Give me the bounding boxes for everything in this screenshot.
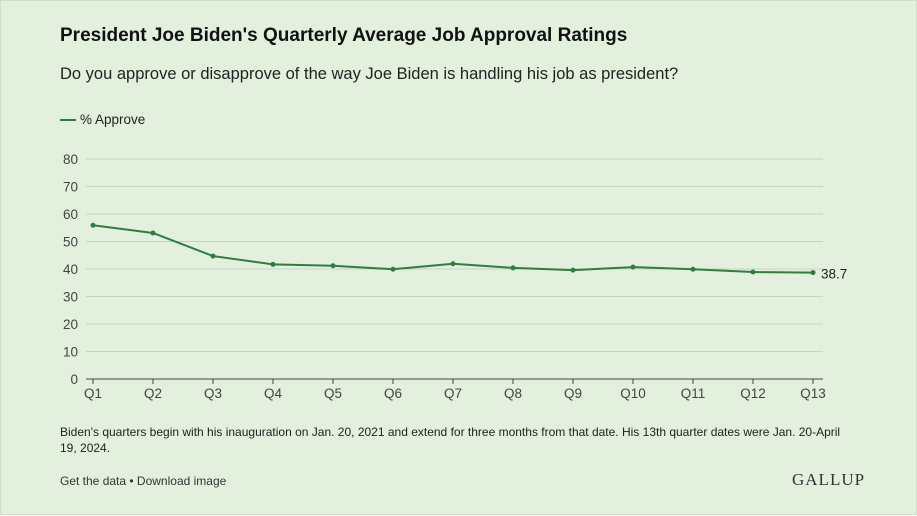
y-tick-label: 30	[63, 290, 78, 305]
get-data-link[interactable]: Get the data	[60, 474, 127, 488]
data-point	[690, 266, 696, 272]
x-tick-label: Q12	[740, 386, 766, 401]
x-tick-label: Q10	[620, 386, 646, 401]
x-tick-label: Q7	[444, 386, 462, 401]
data-point	[150, 230, 156, 236]
data-point	[630, 264, 636, 270]
data-point	[510, 265, 516, 271]
data-point	[450, 261, 456, 267]
x-tick-label: Q9	[564, 386, 582, 401]
data-point	[330, 263, 336, 269]
download-image-link[interactable]: Download image	[136, 474, 227, 488]
y-tick-label: 10	[63, 345, 78, 360]
legend: % Approve	[60, 112, 145, 127]
data-point	[750, 269, 756, 275]
data-point	[210, 253, 216, 259]
x-tick-label: Q4	[264, 386, 283, 401]
data-point	[90, 222, 96, 228]
legend-swatch	[60, 118, 76, 121]
legend-label: % Approve	[80, 112, 146, 127]
y-tick-label: 0	[70, 372, 78, 387]
y-tick-label: 80	[63, 152, 78, 167]
y-tick-label: 20	[63, 317, 78, 332]
x-tick-label: Q2	[144, 386, 162, 401]
y-tick-label: 60	[63, 207, 78, 222]
end-value-label: 38.7	[821, 267, 847, 282]
footer-links: Get the data • Download image	[60, 474, 226, 488]
x-tick-label: Q3	[204, 386, 222, 401]
x-tick-label: Q11	[681, 386, 706, 401]
chart-subtitle: Do you approve or disapprove of the way …	[60, 65, 679, 83]
data-point	[390, 266, 396, 272]
y-tick-label: 70	[63, 180, 78, 195]
data-point	[810, 270, 816, 276]
footnote: Biden's quarters begin with his inaugura…	[60, 425, 841, 455]
data-point	[270, 261, 276, 267]
chart-title: President Joe Biden's Quarterly Average …	[60, 25, 628, 46]
gallup-logo: GALLUP	[792, 470, 866, 489]
y-tick-label: 40	[63, 262, 78, 277]
data-point	[570, 267, 576, 273]
separator: •	[126, 474, 137, 488]
x-tick-label: Q8	[504, 386, 522, 401]
x-tick-label: Q5	[324, 386, 342, 401]
y-tick-label: 50	[63, 235, 78, 250]
x-tick-label: Q6	[384, 386, 402, 401]
x-tick-label: Q1	[84, 386, 102, 401]
x-tick-label: Q13	[800, 386, 826, 401]
